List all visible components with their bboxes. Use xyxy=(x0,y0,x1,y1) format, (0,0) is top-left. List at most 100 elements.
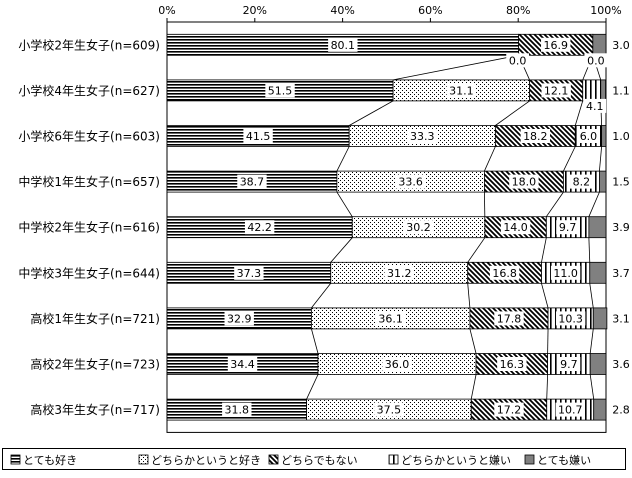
legend-items: とても好きどちらかというと好きどちらでもないどちらかというと嫌いとても嫌い xyxy=(3,449,627,471)
legend-swatch xyxy=(269,455,278,464)
x-tick-label: 20% xyxy=(243,4,267,17)
series-line xyxy=(575,101,582,126)
data-label: 33.6 xyxy=(398,176,423,189)
category-labels: 小学校2年生女子(n=609) 小学校4年生女子(n=627) 小学校6年生女子(n… xyxy=(18,37,160,417)
data-label: 37.5 xyxy=(377,404,402,417)
category-label: 小学校4年生女子(n=627) xyxy=(18,83,160,98)
bar-segment xyxy=(599,171,606,192)
data-label: 1.0 xyxy=(612,130,630,143)
series-line xyxy=(589,192,600,217)
data-label: 6.0 xyxy=(580,130,598,143)
legend-label: とても好き xyxy=(23,453,77,467)
data-label: 4.1 xyxy=(586,100,604,113)
data-label: 16.8 xyxy=(492,267,517,280)
series-line xyxy=(589,238,590,263)
series-line xyxy=(468,283,470,308)
series-line xyxy=(484,147,495,172)
data-label: 16.3 xyxy=(500,358,525,371)
series-line xyxy=(393,55,519,80)
legend-label: どちらかというと嫌い xyxy=(401,453,511,467)
series-line xyxy=(470,329,476,354)
bar-segment xyxy=(602,126,606,147)
data-label: 3.9 xyxy=(612,221,630,234)
data-label: 18.0 xyxy=(512,176,537,189)
data-label: 0.0 xyxy=(509,54,527,67)
category-label: 高校3年生女子(n=717) xyxy=(30,402,160,417)
data-label: 18.2 xyxy=(523,130,548,143)
data-label: 51.5 xyxy=(268,84,293,97)
data-label: 1.5 xyxy=(612,176,630,189)
data-label: 0.0 xyxy=(587,54,605,67)
legend-swatch xyxy=(525,455,534,464)
series-line xyxy=(590,375,594,400)
legend-label: とても嫌い xyxy=(537,453,591,467)
data-label: 36.1 xyxy=(378,312,403,325)
data-label: 17.8 xyxy=(497,312,522,325)
category-label: 中学校2年生女子(n=616) xyxy=(18,220,160,235)
series-line xyxy=(337,192,352,217)
series-line xyxy=(495,101,529,126)
series-line xyxy=(590,283,594,308)
category-label: 小学校2年生女子(n=609) xyxy=(18,37,160,52)
data-label: 14.0 xyxy=(503,221,528,234)
legend-swatch xyxy=(389,455,398,464)
series-line xyxy=(349,101,393,126)
category-label: 中学校1年生女子(n=657) xyxy=(18,174,160,189)
x-tick-label: 80% xyxy=(506,4,530,17)
x-tick-label: 0% xyxy=(158,4,175,17)
data-label: 10.3 xyxy=(558,312,583,325)
data-label: 36.0 xyxy=(385,358,410,371)
bar-segment xyxy=(590,354,606,375)
data-label: 42.2 xyxy=(247,221,272,234)
series-line xyxy=(331,238,353,263)
data-label: 17.2 xyxy=(497,404,522,417)
series-line xyxy=(541,238,546,263)
data-label: 3.6 xyxy=(612,358,630,371)
data-label: 3.0 xyxy=(612,39,630,52)
data-label: 12.1 xyxy=(544,84,569,97)
series-line xyxy=(546,192,563,217)
bar-segment xyxy=(594,399,606,420)
data-label: 33.3 xyxy=(410,130,435,143)
data-label: 3.7 xyxy=(612,267,630,280)
data-label: 31.2 xyxy=(387,267,412,280)
series-line xyxy=(547,375,548,400)
series-line xyxy=(307,375,318,400)
data-label: 41.5 xyxy=(246,130,271,143)
data-label: 31.1 xyxy=(449,84,474,97)
category-label: 高校1年生女子(n=721) xyxy=(30,311,160,326)
data-label: 16.9 xyxy=(543,39,568,52)
data-label: 10.7 xyxy=(558,404,583,417)
series-line xyxy=(471,375,476,400)
legend-label: どちらかというと好き xyxy=(151,453,261,467)
data-label: 3.1 xyxy=(612,312,630,325)
data-label: 38.7 xyxy=(240,176,265,189)
data-label: 32.9 xyxy=(227,312,252,325)
x-tick-label: 40% xyxy=(330,4,354,17)
data-label: 31.8 xyxy=(225,404,250,417)
category-label: 中学校3年生女子(n=644) xyxy=(18,265,160,280)
series-line xyxy=(599,147,601,172)
series-line xyxy=(337,147,349,172)
series-line xyxy=(590,329,593,354)
bar-segment xyxy=(593,34,606,55)
series-line xyxy=(541,283,548,308)
bar-segment xyxy=(589,217,606,238)
bar-segment xyxy=(601,80,606,101)
data-label: 80.1 xyxy=(331,39,356,52)
series-line xyxy=(563,147,575,172)
data-label: 1.1 xyxy=(612,84,630,97)
data-label: 8.2 xyxy=(573,176,591,189)
data-label: 2.8 xyxy=(612,404,630,417)
series-line xyxy=(311,329,318,354)
x-tick-label: 100% xyxy=(590,4,621,17)
legend-swatch xyxy=(11,455,20,464)
bar-segment xyxy=(590,262,606,283)
legend-swatch xyxy=(139,455,148,464)
bar-segment xyxy=(593,308,607,329)
data-label: 37.3 xyxy=(237,267,262,280)
category-label: 小学校6年生女子(n=603) xyxy=(18,129,160,144)
bar-segment xyxy=(583,80,601,101)
